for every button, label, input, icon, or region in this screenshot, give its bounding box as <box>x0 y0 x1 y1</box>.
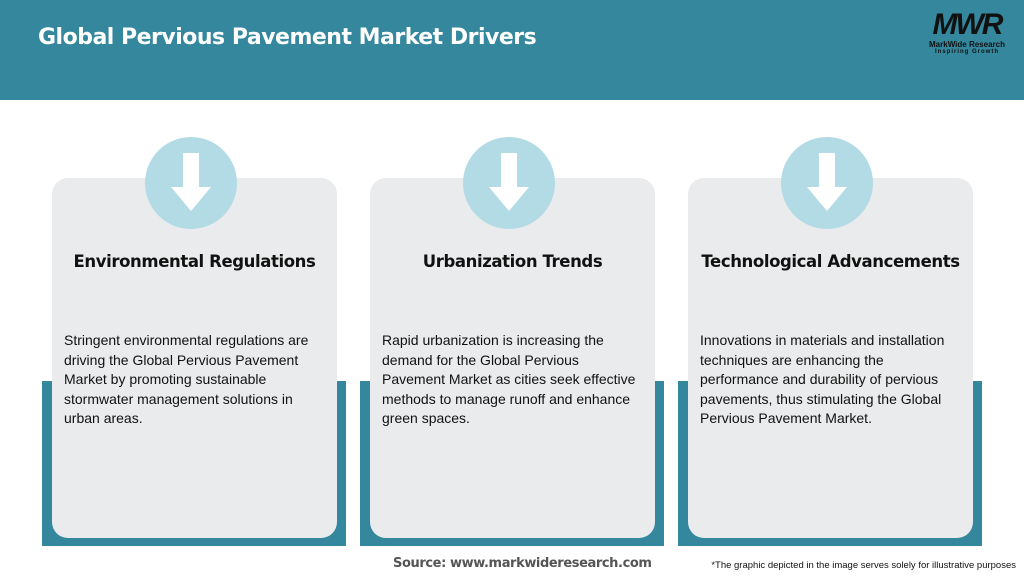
logo: MWR MarkWide Research Inspiring Growth <box>922 10 1012 56</box>
arrow-down-icon <box>489 153 529 211</box>
arrow-down-icon <box>171 153 211 211</box>
page-title: Global Pervious Pavement Market Drivers <box>38 25 537 50</box>
card-icon-circle <box>463 137 555 229</box>
card-description: Rapid urbanization is increasing the dem… <box>382 332 636 426</box>
disclaimer-note: *The graphic depicted in the image serve… <box>711 560 1016 571</box>
driver-card <box>52 178 337 538</box>
driver-card <box>370 178 655 538</box>
arrow-down-icon <box>807 153 847 211</box>
header-banner: Global Pervious Pavement Market Drivers … <box>0 0 1024 100</box>
card-icon-circle <box>781 137 873 229</box>
source-text: Source: www.markwideresearch.com <box>393 556 652 571</box>
driver-card <box>688 178 973 538</box>
logo-mark: MWR <box>932 8 1004 41</box>
logo-name: MarkWide Research <box>929 40 1005 49</box>
card-description: Innovations in materials and installatio… <box>700 332 945 426</box>
card-description: Stringent environmental regulations are … <box>64 332 309 426</box>
card-title: Environmental Regulations <box>73 252 316 271</box>
card-title: Urbanization Trends <box>422 252 603 271</box>
card-icon-circle <box>145 137 237 229</box>
card-title: Technological Advancements <box>701 252 960 271</box>
logo-tagline: Inspiring Growth <box>935 49 999 55</box>
